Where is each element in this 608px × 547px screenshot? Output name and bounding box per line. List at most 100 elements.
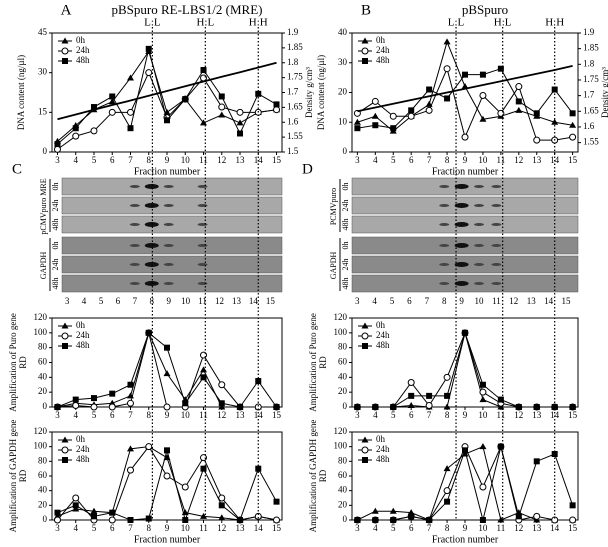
x-tick-label: 7 [128, 155, 133, 165]
gel-lane-label: 10 [181, 296, 191, 306]
point-marker [62, 457, 68, 463]
point-marker [200, 374, 207, 381]
gel-band [491, 244, 502, 247]
point-marker [218, 494, 226, 502]
point-marker [479, 381, 486, 388]
point-marker [61, 436, 69, 443]
point-marker [497, 443, 504, 450]
y-tick-label: 20 [38, 386, 48, 396]
point-marker [408, 107, 415, 114]
gel-band [129, 204, 140, 207]
y-tick-label: 60 [338, 470, 348, 480]
point-marker [371, 507, 379, 514]
y-axis-label: Amplification of GAPDH gene [308, 420, 318, 533]
x-tick-label: 6 [409, 155, 414, 165]
gel-band [144, 281, 159, 286]
gel-band [439, 185, 450, 188]
x-tick-label: 5 [391, 523, 396, 533]
gel-row-label: 24h [51, 200, 60, 212]
gel-band [491, 185, 502, 188]
x-tick-label: 15 [272, 410, 282, 420]
point-marker [389, 507, 397, 514]
y2-tick-label: 1.6 [287, 116, 299, 126]
point-marker [372, 404, 379, 410]
point-marker [72, 125, 79, 132]
gel-lane-label: 8 [442, 296, 447, 306]
point-marker [218, 502, 225, 509]
y2-tick-label: 1.7 [287, 87, 299, 97]
point-marker [533, 458, 540, 465]
point-marker [108, 516, 116, 524]
y-tick-label: 40 [38, 485, 48, 495]
x-tick-label: 9 [165, 155, 170, 165]
point-marker [182, 96, 189, 103]
point-marker [61, 332, 69, 340]
point-marker [218, 103, 226, 111]
x-tick-label: 9 [165, 523, 170, 533]
gel-band [491, 282, 502, 285]
x-tick-label: 5 [92, 155, 97, 165]
gel-band [144, 243, 159, 248]
point-marker [390, 404, 397, 410]
gel-lane-label: 12 [509, 296, 518, 306]
gel-lane-label: 6 [116, 296, 121, 306]
x-tick-label: 13 [532, 155, 542, 165]
point-marker [443, 465, 451, 472]
gel-band [454, 243, 469, 248]
x-tick-label: 14 [550, 523, 560, 533]
fraction-marker-label: L:L [448, 17, 465, 29]
gel-row-label: 24h [51, 259, 60, 271]
legend-label: 48h [76, 55, 90, 65]
gel-lane-label: 12 [215, 296, 224, 306]
x-tick-label: 7 [427, 155, 432, 165]
gel-band [129, 223, 140, 226]
x-axis-label: Fraction number [432, 166, 499, 177]
gel-band [474, 263, 485, 266]
point-marker [72, 132, 80, 140]
y-tick-label: 20 [338, 499, 348, 509]
y-tick-label: 100 [34, 441, 48, 451]
y-axis-label: RD [18, 469, 28, 482]
gel-band [144, 222, 159, 227]
panel-letter: C [12, 161, 22, 177]
point-marker [362, 58, 368, 64]
point-marker [273, 101, 280, 108]
point-marker [443, 38, 451, 45]
point-marker [109, 509, 116, 516]
legend-label: 24h [76, 444, 90, 454]
x-tick-label: 6 [409, 523, 414, 533]
y2-tick-label: 1.6 [583, 121, 595, 131]
y-tick-label: 10 [338, 116, 348, 126]
point-marker [443, 403, 451, 410]
point-marker [444, 392, 451, 399]
y2-tick-label: 1.85 [287, 42, 303, 52]
x-tick-label: 11 [497, 410, 506, 420]
point-marker [462, 71, 468, 78]
point-marker [72, 502, 79, 509]
x-tick-label: 8 [445, 155, 450, 165]
point-marker [426, 392, 433, 399]
x-tick-label: 11 [199, 410, 208, 420]
x-tick-label: 12 [514, 410, 523, 420]
point-marker [372, 517, 379, 523]
gel-lane-label: 14 [544, 296, 554, 306]
point-marker [443, 487, 451, 495]
point-marker [551, 86, 558, 93]
point-marker [444, 498, 451, 505]
y-axis-label: Amplification of Puro gene [308, 313, 318, 412]
point-marker [61, 322, 69, 329]
point-marker [200, 67, 207, 74]
gel-lane-label: 15 [266, 296, 276, 306]
gel-band [197, 282, 208, 285]
series-line [57, 50, 277, 142]
x-tick-label: 15 [568, 410, 578, 420]
point-marker [273, 106, 281, 114]
x-tick-label: 8 [146, 410, 151, 420]
x-tick-label: 8 [445, 410, 450, 420]
gel-band [439, 223, 450, 226]
point-marker [237, 404, 244, 410]
x-tick-label: 5 [92, 523, 97, 533]
point-marker [533, 136, 541, 144]
point-marker [569, 133, 577, 141]
